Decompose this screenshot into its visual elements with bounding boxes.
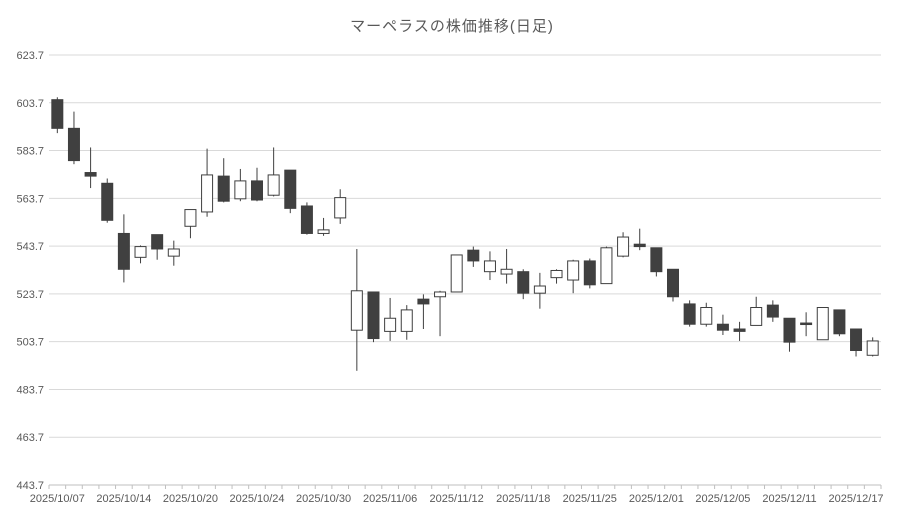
candle-down — [84, 172, 97, 177]
candle-up — [866, 340, 879, 356]
candle-down — [650, 247, 663, 273]
candle-down — [833, 309, 846, 335]
candle-down — [783, 317, 796, 343]
candle-down — [151, 234, 164, 250]
candle-up — [434, 291, 447, 298]
candle-down — [633, 243, 646, 248]
x-axis-label: 2025/11/12 — [430, 493, 484, 505]
candle-down — [716, 323, 729, 331]
candle-up — [533, 285, 546, 294]
y-axis-label: 483.7 — [16, 384, 44, 396]
y-axis-label: 623.7 — [16, 50, 44, 62]
x-axis-label: 2025/10/30 — [296, 493, 351, 505]
candle-up — [384, 317, 397, 332]
y-axis-label: 583.7 — [16, 146, 44, 158]
candle-down — [733, 328, 746, 332]
y-axis-label: 463.7 — [16, 432, 44, 444]
candle-up — [700, 307, 713, 325]
candle-down — [51, 99, 64, 129]
x-axis-label: 2025/12/17 — [829, 493, 884, 505]
candle-up — [450, 254, 463, 293]
y-axis-label: 523.7 — [16, 289, 44, 301]
candle-down — [583, 260, 596, 286]
x-axis-label: 2025/11/25 — [563, 493, 617, 505]
candle-up — [134, 246, 147, 258]
x-axis-label: 2025/12/05 — [695, 493, 750, 505]
x-axis-label: 2025/11/06 — [363, 493, 417, 505]
candle-up — [816, 307, 829, 341]
candle-up — [483, 260, 496, 273]
candle-down — [101, 182, 114, 221]
x-axis-label: 2025/10/24 — [229, 493, 284, 505]
candle-down — [367, 291, 380, 340]
candle-up — [617, 236, 630, 257]
candle-up — [350, 290, 363, 331]
candle-up — [750, 307, 763, 326]
y-axis-label: 443.7 — [16, 480, 44, 492]
candle-down — [850, 328, 863, 352]
candle-down — [667, 268, 679, 298]
y-axis-label: 503.7 — [16, 337, 44, 349]
candle-up — [267, 174, 280, 196]
candle-up — [234, 180, 247, 200]
candle-down — [117, 232, 130, 270]
x-axis-label: 2025/10/20 — [163, 493, 218, 505]
candle-down — [251, 180, 263, 201]
y-axis-label: 563.7 — [16, 193, 44, 205]
candle-up — [334, 197, 347, 219]
chart-title: マーペラスの株価推移(日足) — [350, 18, 554, 35]
candle-up — [600, 247, 613, 285]
x-axis-label: 2025/10/07 — [30, 493, 85, 505]
candle-up — [500, 268, 513, 275]
x-axis-label: 2025/12/01 — [629, 493, 684, 505]
candle-down — [517, 271, 530, 294]
candle-up — [201, 174, 214, 213]
candle-down — [417, 298, 430, 305]
candle-down — [766, 304, 779, 318]
x-axis-label: 2025/11/18 — [496, 493, 550, 505]
candle-down — [467, 249, 480, 262]
candle-down — [67, 127, 80, 162]
candle-up — [550, 269, 563, 279]
y-axis-label: 543.7 — [16, 241, 44, 253]
candle-down — [217, 175, 230, 202]
candle-down — [300, 205, 313, 234]
candle-up — [400, 309, 413, 332]
candle-up — [167, 248, 180, 257]
x-axis-label: 2025/12/11 — [762, 493, 816, 505]
y-axis-label: 603.7 — [16, 98, 44, 110]
candle-down — [683, 303, 696, 325]
candle-up — [317, 229, 330, 234]
candle-down — [800, 322, 813, 326]
candle-down — [284, 169, 297, 209]
candle-up — [184, 209, 197, 227]
x-axis-label: 2025/10/14 — [96, 493, 151, 505]
candle-up — [567, 260, 580, 281]
